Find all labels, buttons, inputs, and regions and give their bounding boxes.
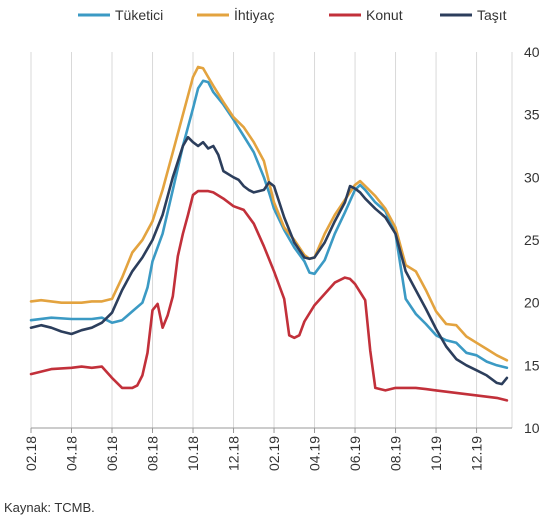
- x-tick-label: 02.18: [23, 436, 39, 471]
- x-tick-label: 08.19: [388, 436, 404, 471]
- legend-label: İhtiyaç: [234, 6, 274, 23]
- y-tick-label: 40: [524, 44, 540, 60]
- y-tick-label: 30: [524, 169, 540, 185]
- y-axis: 10 15 20 25 30 35 40: [524, 44, 540, 436]
- legend-label: Konut: [366, 7, 403, 23]
- source-note: Kaynak: TCMB.: [4, 500, 95, 515]
- x-tick-label: 02.19: [266, 436, 282, 471]
- series-line-2: [29, 65, 509, 362]
- y-tick-label: 15: [524, 357, 540, 373]
- x-axis: 02.18 04.18 06.18 08.18 10.18 12.18 02.19 04.19…: [23, 427, 512, 471]
- series-line-3: [29, 189, 509, 402]
- legend-label: Taşıt: [477, 7, 507, 23]
- x-tick-label: 04.18: [64, 436, 80, 471]
- y-tick-label: 35: [524, 107, 540, 123]
- x-tick-label: 04.19: [307, 436, 323, 471]
- series-line-1: [29, 79, 509, 370]
- y-tick-label: 10: [524, 420, 540, 436]
- y-tick-label: 20: [524, 295, 540, 311]
- series-lines: [29, 65, 509, 402]
- x-tick-label: 12.18: [226, 436, 242, 471]
- legend-label: Tüketici: [115, 7, 163, 23]
- series-line-4: [29, 135, 509, 386]
- x-tick-label: 06.18: [104, 436, 120, 471]
- x-tick-label: 08.18: [145, 436, 161, 471]
- x-tick-label: 10.18: [185, 436, 201, 471]
- x-tick-label: 06.19: [347, 436, 363, 471]
- legend: Tüketici İhtiyaç Konut Taşıt: [78, 6, 507, 23]
- y-tick-label: 25: [524, 232, 540, 248]
- grid: [30, 52, 513, 428]
- x-tick-label: 12.19: [469, 436, 485, 471]
- x-tick-label: 10.19: [428, 436, 444, 471]
